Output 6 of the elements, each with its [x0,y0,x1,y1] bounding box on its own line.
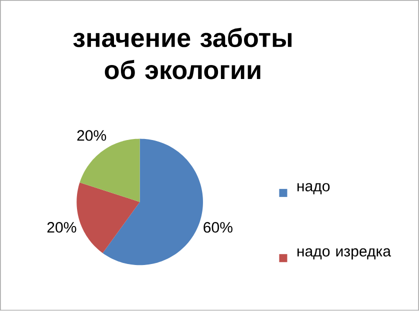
data-label: 20% [77,130,106,141]
chart-title: значение заботы об экологии [73,28,292,80]
data-label: 20% [47,222,76,233]
legend-label: надо изредка [297,248,392,260]
data-label: 60% [204,222,232,233]
legend-label: надо [297,183,330,194]
